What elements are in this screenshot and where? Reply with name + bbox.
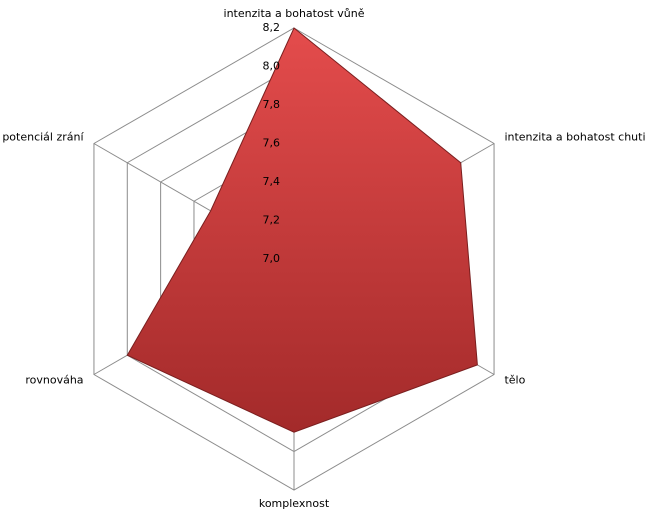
r-tick-label: 7,0 <box>263 252 281 265</box>
category-label: intenzita a bohatost chuti <box>504 131 645 144</box>
r-tick-label: 7,8 <box>263 98 281 111</box>
radar-area <box>126 27 478 433</box>
r-tick-label: 8,2 <box>263 21 281 34</box>
category-label: komplexnost <box>259 497 330 510</box>
r-tick-label: 7,6 <box>263 137 281 150</box>
r-tick-label: 7,4 <box>263 175 281 188</box>
category-label: rovnováha <box>25 374 83 387</box>
r-tick-label: 8,0 <box>263 60 281 73</box>
r-tick-label: 7,2 <box>263 214 281 227</box>
category-label: tělo <box>504 374 525 387</box>
category-label: intenzita a bohatost vůně <box>224 7 365 20</box>
category-label: potenciál zrání <box>2 131 84 144</box>
